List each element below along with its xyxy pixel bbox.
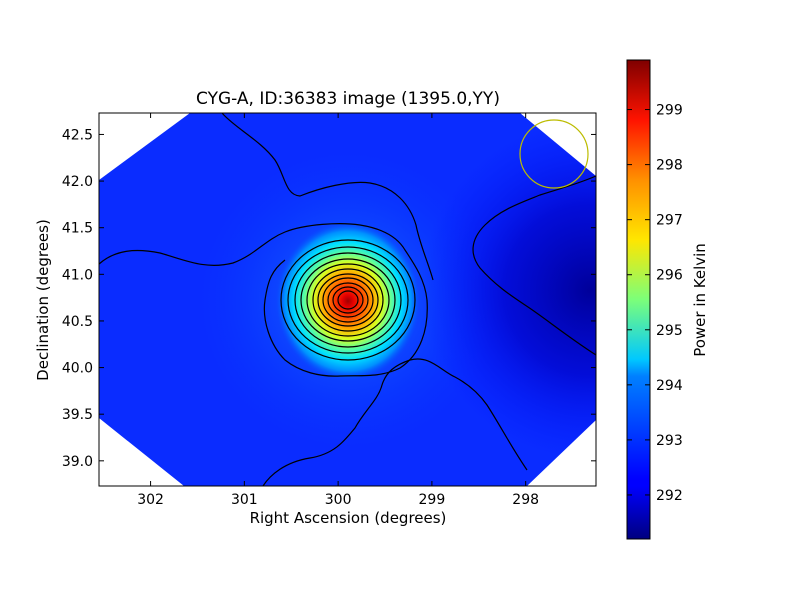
y-tick-label: 41.0 bbox=[62, 267, 93, 283]
x-tick-label: 300 bbox=[325, 492, 352, 508]
contour-line bbox=[322, 277, 374, 323]
colorbar-tick-label: 294 bbox=[656, 378, 683, 394]
colorbar-gradient bbox=[626, 59, 651, 540]
plot-area bbox=[99, 113, 596, 486]
x-tick-label: 302 bbox=[137, 492, 164, 508]
colorbar-tick-label: 297 bbox=[656, 213, 683, 229]
x-axis: 302 301 300 299 298 bbox=[137, 113, 539, 508]
colorbar-label: Power in Kelvin bbox=[691, 243, 709, 357]
y-tick-label: 39.5 bbox=[62, 407, 93, 423]
contour-line bbox=[332, 286, 364, 314]
contour-line bbox=[280, 239, 416, 361]
corner-mask-bottom-right bbox=[527, 420, 596, 486]
plot-frame bbox=[98, 112, 597, 487]
contour-line bbox=[472, 175, 596, 356]
beam-marker bbox=[519, 119, 589, 189]
y-tick-label: 42.5 bbox=[62, 127, 93, 143]
contour-line bbox=[337, 290, 359, 310]
corner-mask-bottom-left bbox=[99, 418, 184, 486]
y-axis-label: Declination (degrees) bbox=[34, 219, 52, 381]
y-tick-label: 39.0 bbox=[62, 454, 93, 470]
source-emission bbox=[268, 213, 428, 389]
contour-line bbox=[99, 223, 428, 377]
y-tick-label: 40.0 bbox=[62, 361, 93, 377]
contour-line bbox=[317, 273, 379, 327]
x-axis-label: Right Ascension (degrees) bbox=[250, 509, 447, 527]
contour-line bbox=[327, 282, 369, 318]
contour-line bbox=[312, 268, 384, 332]
y-tick-label: 40.5 bbox=[62, 314, 93, 330]
colorbar-tick-label: 299 bbox=[656, 103, 683, 119]
y-tick-label: 42.0 bbox=[62, 174, 93, 190]
contour-line bbox=[262, 358, 528, 486]
colorbar-tick-label: 292 bbox=[656, 488, 683, 504]
colorbar-tick-label: 296 bbox=[656, 268, 683, 284]
contour-line bbox=[306, 263, 390, 337]
y-tick-label: 41.5 bbox=[62, 221, 93, 237]
source-contours bbox=[280, 239, 416, 361]
chart-title: CYG-A, ID:36383 image (1395.0,YY) bbox=[196, 89, 500, 109]
x-tick-label: 299 bbox=[419, 492, 446, 508]
x-tick-label: 301 bbox=[231, 492, 258, 508]
colorbar-tick-label: 293 bbox=[656, 433, 683, 449]
y-axis: 39.0 39.5 40.0 40.5 41.0 41.5 42.0 42.5 bbox=[62, 127, 596, 470]
contour-line bbox=[221, 113, 434, 281]
colorbar: 292 293 294 295 296 297 298 299 Power in Kelvin bbox=[626, 59, 709, 540]
corner-mask-top-left bbox=[99, 113, 190, 180]
contour-line bbox=[287, 246, 409, 354]
colorbar-tick-label: 295 bbox=[656, 323, 683, 339]
contour-line bbox=[300, 258, 396, 342]
x-tick-label: 298 bbox=[512, 492, 539, 508]
colorbar-ticks: 292 293 294 295 296 297 298 299 bbox=[627, 103, 683, 504]
colorbar-tick-label: 298 bbox=[656, 158, 683, 174]
contour-line bbox=[294, 252, 402, 348]
